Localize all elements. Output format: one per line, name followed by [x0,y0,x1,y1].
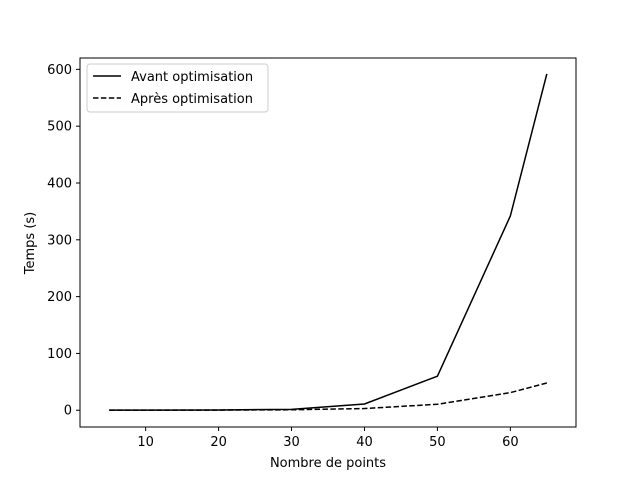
y-tick-label: 600 [47,63,72,78]
legend: Avant optimisation Après optimisation [86,63,269,113]
y-tick-label: 100 [47,347,72,362]
y-tick-label: 300 [47,233,72,248]
y-tick-label: 400 [47,176,72,191]
x-tick-label: 30 [283,435,300,450]
plot-lines [109,73,548,411]
x-axis-ticks: 10 20 30 40 50 60 [137,427,519,450]
series-line-apres [109,382,548,411]
x-axis-label: Nombre de points [270,456,386,471]
legend-label-apres: Après optimisation [131,92,253,107]
y-tick-label: 200 [47,290,72,305]
x-tick-label: 10 [137,435,154,450]
y-tick-label: 0 [64,404,72,419]
x-tick-label: 40 [356,435,373,450]
x-tick-label: 60 [502,435,519,450]
axes-frame [79,57,577,428]
y-axis-ticks: 0 100 200 300 400 500 600 [47,63,80,419]
x-tick-label: 50 [429,435,446,450]
legend-box [86,63,269,113]
y-axis-label: Temps (s) [23,212,38,275]
x-tick-label: 20 [210,435,227,450]
legend-label-avant: Avant optimisation [131,70,253,85]
y-tick-label: 500 [47,120,72,135]
